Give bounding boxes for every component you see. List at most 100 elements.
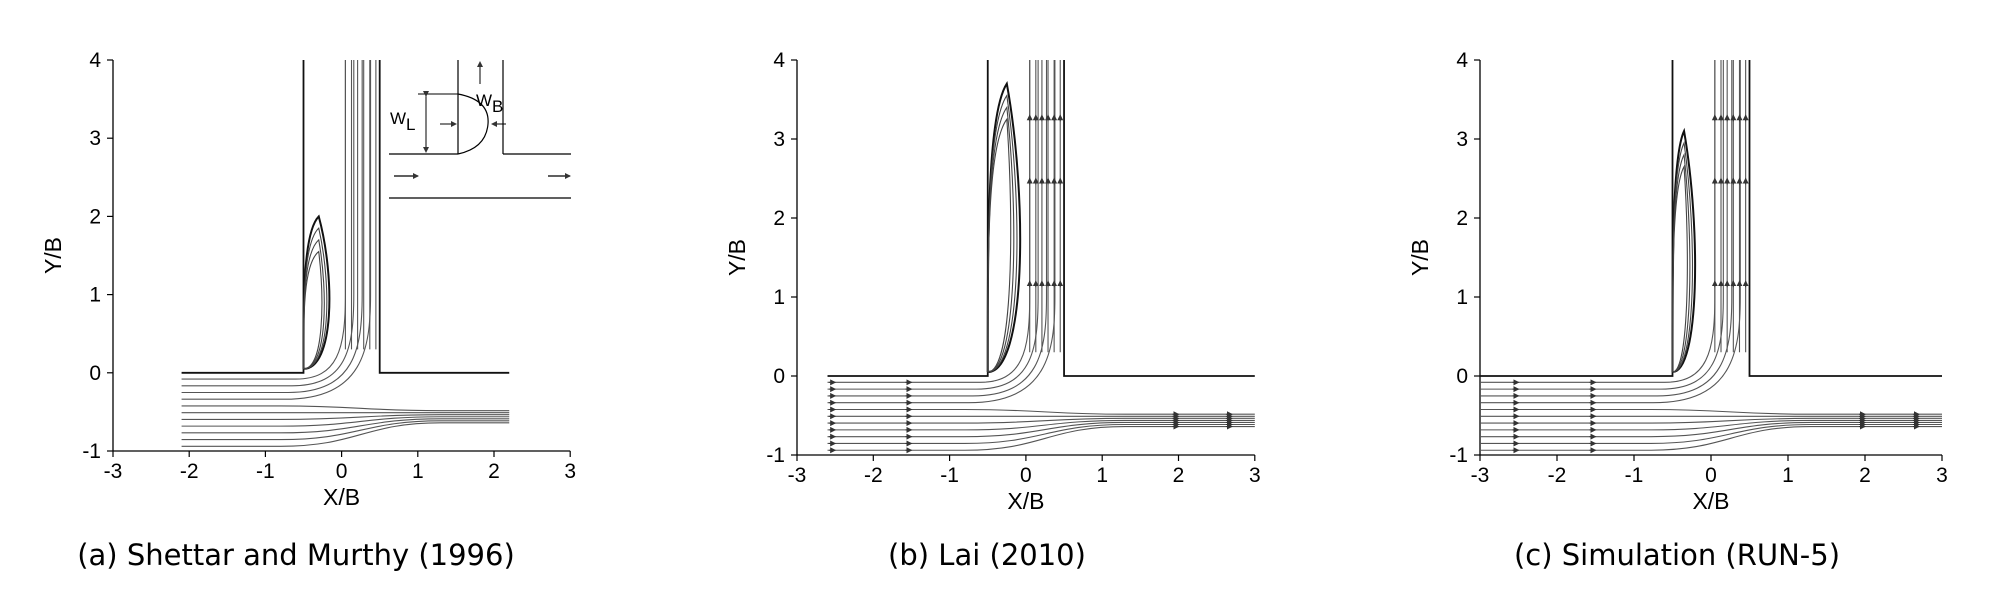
- streamline: [827, 423, 1255, 445]
- streamline: [1480, 423, 1942, 445]
- x-tick-label: -2: [1548, 464, 1567, 487]
- axes: -3 -2 -1 0 1 2 3 -1 0 1 2 3 4 X/B Y/B: [40, 49, 576, 510]
- y-axis-label: Y/B: [724, 239, 750, 276]
- streamline: [827, 419, 1255, 431]
- streamline: [827, 60, 1048, 397]
- streamline: [1480, 419, 1942, 431]
- y-tick-label: -1: [766, 444, 785, 467]
- streamline: [181, 405, 510, 412]
- streamline: [827, 60, 1039, 390]
- x-axis-label: X/B: [323, 484, 360, 510]
- x-tick-label: 2: [1173, 464, 1185, 487]
- x-tick-label: -1: [1625, 464, 1644, 487]
- streamline: [1480, 426, 1942, 451]
- y-axis-label: Y/B: [40, 237, 66, 274]
- x-tick-label: -2: [180, 460, 199, 483]
- y-tick-label: 1: [1456, 286, 1468, 309]
- separation-streamline: [986, 81, 1022, 374]
- y-tick-label: 2: [1456, 207, 1468, 230]
- panel-a: -3 -2 -1 0 1 2 3 -1 0 1 2 3 4 X/B Y/B W L W B (a) Shet…: [40, 49, 576, 572]
- y-tick-label: 2: [773, 207, 785, 230]
- y-tick-label: 0: [89, 362, 101, 385]
- x-tick-label: 1: [412, 460, 424, 483]
- caption-a: (a) Shettar and Murthy (1996): [77, 538, 515, 572]
- y-tick-label: -1: [1449, 444, 1468, 467]
- streamline: [181, 60, 372, 400]
- y-tick-label: 3: [1456, 128, 1468, 151]
- inset-diagram: W L W B: [389, 60, 571, 199]
- streamline: [827, 417, 1255, 424]
- streamline: [181, 422, 510, 447]
- x-tick-label: 3: [564, 460, 576, 483]
- separation-streamline: [1671, 164, 1688, 373]
- channel-wall-right: [1063, 60, 1255, 377]
- x-axis-label: X/B: [1692, 488, 1729, 514]
- x-tick-label: -3: [788, 464, 807, 487]
- separation-streamline: [987, 117, 1012, 373]
- streamline: [1480, 60, 1733, 397]
- streamline: [181, 418, 510, 434]
- streamlines: [181, 60, 510, 447]
- y-tick-label: 1: [89, 284, 101, 307]
- y-tick-label: 4: [773, 49, 785, 72]
- x-tick-label: 1: [1096, 464, 1108, 487]
- y-tick-label: 4: [89, 49, 101, 72]
- y-tick-label: 0: [1456, 365, 1468, 388]
- y-tick-label: 2: [89, 205, 101, 228]
- x-tick-label: 1: [1782, 464, 1794, 487]
- y-tick-label: 3: [773, 128, 785, 151]
- streamlines: [827, 60, 1255, 454]
- y-tick-label: 3: [89, 127, 101, 150]
- channel-wall-left: [181, 60, 305, 374]
- separation-streamline: [302, 250, 323, 370]
- x-tick-label: 0: [1705, 464, 1717, 487]
- streamline: [827, 408, 1255, 415]
- y-tick-label: 1: [773, 286, 785, 309]
- streamline: [181, 420, 510, 441]
- streamline: [1480, 408, 1942, 415]
- axes: -3 -2 -1 0 1 2 3 -1 0 1 2 3 4 X/B Y/B: [1407, 49, 1948, 514]
- panel-b: -3 -2 -1 0 1 2 3 -1 0 1 2 3 4 X/B Y/B (b) Lai (2010): [724, 49, 1261, 572]
- y-tick-label: 0: [773, 365, 785, 388]
- streamline: [1480, 421, 1942, 438]
- x-tick-label: 0: [1020, 464, 1032, 487]
- x-tick-label: -1: [940, 464, 959, 487]
- streamline: [1480, 60, 1741, 404]
- x-tick-label: 3: [1249, 464, 1261, 487]
- channel-wall-left: [827, 60, 989, 377]
- inset-label-b: B: [492, 97, 503, 116]
- inset-label-l: L: [406, 115, 415, 134]
- y-tick-label: 4: [1456, 49, 1468, 72]
- panel-c: -3 -2 -1 0 1 2 3 -1 0 1 2 3 4 X/B Y/B (c) Simulation (…: [1407, 49, 1948, 572]
- streamline: [1480, 417, 1942, 424]
- y-axis-label: Y/B: [1407, 239, 1433, 276]
- caption-b: (b) Lai (2010): [888, 538, 1086, 572]
- axes: -3 -2 -1 0 1 2 3 -1 0 1 2 3 4 X/B Y/B: [724, 49, 1261, 514]
- channel-wall-right: [1748, 60, 1942, 377]
- streamline: [827, 426, 1255, 451]
- streamline: [827, 60, 1056, 404]
- streamline: [181, 414, 510, 420]
- streamlines: [1480, 60, 1942, 454]
- inset-label-w2: W: [476, 91, 492, 110]
- y-tick-label: -1: [82, 440, 101, 463]
- streamline: [1480, 60, 1716, 383]
- x-tick-label: -1: [256, 460, 275, 483]
- x-axis-label: X/B: [1007, 488, 1044, 514]
- channel-wall-left: [1480, 60, 1674, 377]
- caption-c: (c) Simulation (RUN-5): [1514, 538, 1840, 572]
- channel-wall-right: [378, 60, 510, 374]
- streamline: [181, 60, 363, 394]
- streamline: [181, 60, 355, 387]
- streamline: [827, 421, 1255, 438]
- x-tick-label: -3: [104, 460, 123, 483]
- x-tick-label: 0: [336, 460, 348, 483]
- inset-label-w: W: [390, 109, 406, 128]
- streamline: [181, 416, 510, 427]
- x-tick-label: 2: [1859, 464, 1871, 487]
- separation-streamline: [302, 214, 331, 370]
- streamline: [1480, 60, 1724, 390]
- x-tick-label: -2: [864, 464, 883, 487]
- x-tick-label: -3: [1471, 464, 1490, 487]
- streamline: [827, 60, 1031, 383]
